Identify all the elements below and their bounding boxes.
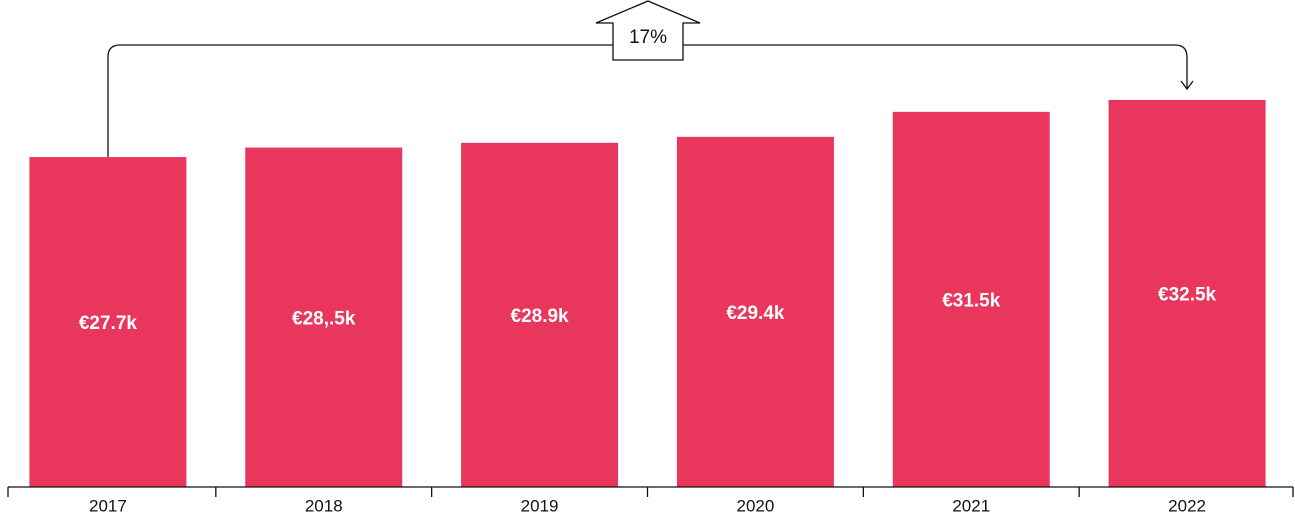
value-label: €29.4k	[726, 303, 785, 324]
x-tick-label: 2021	[952, 496, 990, 515]
bar	[29, 157, 187, 487]
x-tick-label: 2017	[89, 496, 127, 515]
bar	[892, 111, 1050, 488]
connector-arrowhead	[1180, 80, 1194, 91]
value-label: €31.5k	[942, 290, 1001, 311]
value-label: €27.7k	[79, 313, 138, 334]
change-label: 17%	[629, 27, 667, 48]
value-label: €32.5k	[1158, 284, 1217, 305]
bar	[245, 147, 403, 487]
change-arrow	[595, 0, 701, 61]
bar	[461, 142, 619, 487]
x-tick-label: 2020	[737, 496, 775, 515]
bar	[1108, 99, 1266, 488]
value-label: €28,.5k	[292, 308, 356, 329]
x-tick-label: 2019	[521, 496, 559, 515]
bar	[676, 136, 834, 487]
x-tick-label: 2018	[305, 496, 343, 515]
value-label: €28.9k	[511, 306, 570, 327]
x-tick-label: 2022	[1168, 496, 1206, 515]
